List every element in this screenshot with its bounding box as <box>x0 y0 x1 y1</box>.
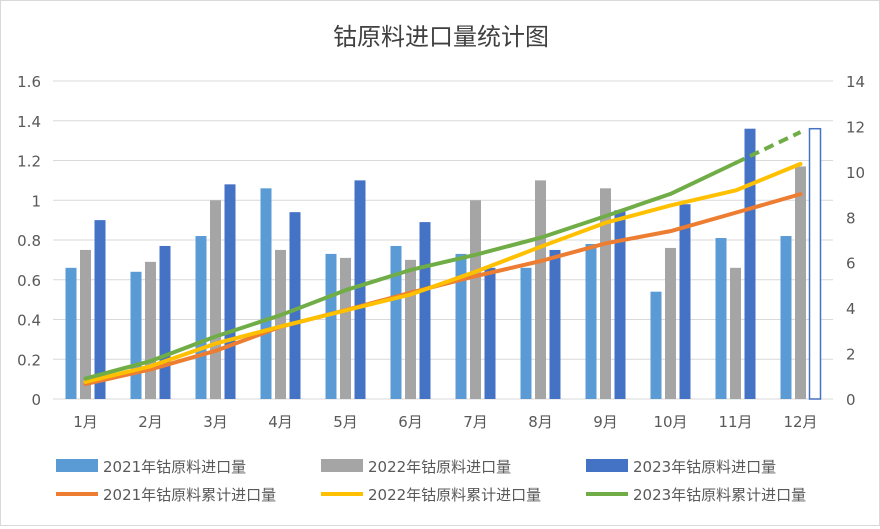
bar <box>159 245 171 399</box>
bar <box>260 188 272 399</box>
bar <box>325 253 337 399</box>
legend-label: 2023年钴原料累计进口量 <box>633 486 806 504</box>
bar <box>354 180 366 399</box>
right-tick-label: 4 <box>846 300 856 318</box>
bar <box>340 257 351 399</box>
bar <box>730 267 741 399</box>
legend-label: 2022年钴原料进口量 <box>368 458 511 476</box>
legend-label: 2021年钴原料进口量 <box>103 458 246 476</box>
cumulative-line <box>83 192 803 387</box>
bar <box>780 236 792 399</box>
left-tick-label: 0 <box>31 391 41 409</box>
right-tick-label: 0 <box>846 391 856 409</box>
left-tick-label: 0.6 <box>17 272 41 290</box>
bar <box>94 220 106 399</box>
bar <box>195 236 207 399</box>
bar <box>650 291 662 399</box>
category-label: 5月 <box>333 413 358 431</box>
chart-title: 钴原料进口量统计图 <box>333 23 549 51</box>
category-label: 8月 <box>528 413 553 431</box>
bar <box>275 249 286 399</box>
legend-label: 2022年钴原料累计进口量 <box>368 486 541 504</box>
bar <box>419 222 431 399</box>
bar <box>455 253 467 399</box>
legend-swatch <box>586 459 628 472</box>
bar <box>744 128 756 399</box>
category-label: 2月 <box>138 413 163 431</box>
bar <box>535 180 546 399</box>
bar <box>614 210 626 399</box>
legend-swatch <box>56 459 98 472</box>
category-label: 6月 <box>398 413 423 431</box>
bar <box>715 238 727 399</box>
bar <box>405 259 416 399</box>
legend-swatch <box>321 459 363 472</box>
bar <box>585 243 597 399</box>
bar <box>289 212 301 399</box>
bar <box>679 204 691 399</box>
left-tick-label: 0.4 <box>17 312 41 330</box>
category-label: 11月 <box>718 413 752 431</box>
category-label: 4月 <box>268 413 293 431</box>
right-tick-label: 10 <box>846 164 865 182</box>
left-tick-label: 1.6 <box>17 73 41 91</box>
bar <box>130 271 142 399</box>
bar <box>145 261 156 399</box>
left-tick-label: 0.2 <box>17 351 41 369</box>
left-tick-label: 1.4 <box>17 113 41 131</box>
cumulative-line-projection <box>734 130 802 165</box>
cumulative-line <box>83 160 738 381</box>
bar <box>484 267 496 399</box>
bar <box>549 249 561 399</box>
legend-label: 2023年钴原料进口量 <box>633 458 776 476</box>
category-label: 12月 <box>783 413 817 431</box>
right-tick-label: 14 <box>846 73 865 91</box>
right-tick-label: 6 <box>846 255 856 273</box>
bar <box>470 200 481 399</box>
bar <box>390 245 402 399</box>
left-tick-label: 1 <box>31 192 41 210</box>
right-tick-label: 12 <box>846 118 865 136</box>
bar <box>795 166 806 399</box>
cumulative-line <box>83 161 803 384</box>
bar <box>520 267 532 399</box>
category-label: 1月 <box>73 413 98 431</box>
bar <box>224 184 236 399</box>
bar <box>80 249 91 399</box>
category-label: 10月 <box>653 413 687 431</box>
category-label: 7月 <box>463 413 488 431</box>
bar <box>210 200 221 399</box>
bar <box>600 188 611 399</box>
category-label: 9月 <box>593 413 618 431</box>
bar <box>665 247 676 399</box>
right-tick-label: 8 <box>846 209 856 227</box>
category-label: 3月 <box>203 413 228 431</box>
right-tick-label: 2 <box>846 346 856 364</box>
bar <box>808 127 822 400</box>
left-tick-label: 0.8 <box>17 232 41 250</box>
bar <box>65 267 77 399</box>
legend-label: 2021年钴原料累计进口量 <box>103 486 276 504</box>
left-tick-label: 1.2 <box>17 153 41 171</box>
